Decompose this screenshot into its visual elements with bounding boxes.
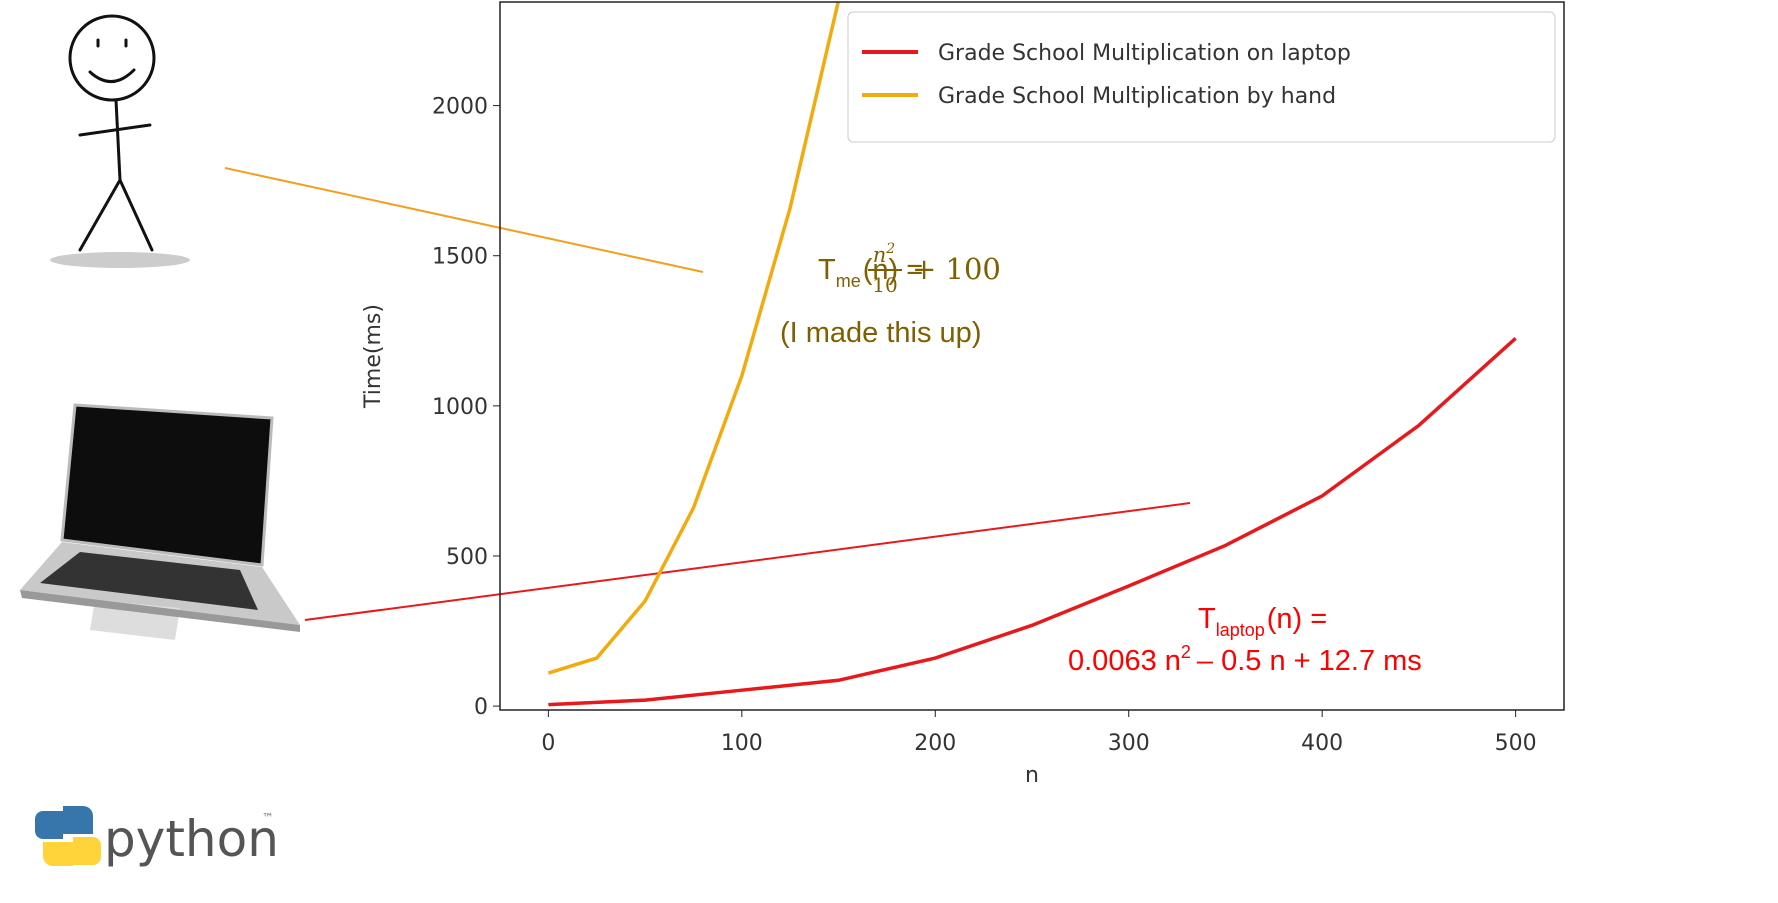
logo-text: python <box>104 810 279 868</box>
y-tick-label: 1000 <box>432 395 488 420</box>
y-axis-label: Time(ms) <box>361 304 386 409</box>
line-series <box>547 2 840 675</box>
annotation-part: (n) = <box>1267 603 1327 635</box>
annotation-laptop: Tlaptop(n) = 0.0063 n2 – 0.5 n + 12.7 ms <box>1068 603 1422 677</box>
connector-line <box>304 502 1191 621</box>
x-tick-label: 300 <box>1108 731 1150 756</box>
annotation-denominator: 10 <box>872 273 897 297</box>
annotation-text: + 100 <box>912 252 1001 286</box>
x-tick-label: 200 <box>914 731 956 756</box>
annotation-part: 0.0063 n <box>1068 645 1181 677</box>
x-tick-label: 400 <box>1301 731 1343 756</box>
x-tick-label: 0 <box>541 731 555 756</box>
annotation-part: n <box>873 243 887 267</box>
annotation-text: Tlaptop(n) = <box>1198 603 1327 640</box>
annotation-text: (I made this up) <box>780 317 981 349</box>
annotation-text: Tme(n) = <box>818 254 923 291</box>
annotation-sup: 2 <box>1181 642 1191 662</box>
annotation-me: Tme(n) = n2 10 + 100 (I made this up) <box>780 241 1001 349</box>
logo-tm: ™ <box>262 811 274 825</box>
x-axis-label: n <box>1025 763 1039 788</box>
legend-box <box>847 11 1556 143</box>
annotation-sub: laptop <box>1216 620 1265 640</box>
x-tick-label: 500 <box>1495 731 1537 756</box>
y-tick-label: 2000 <box>432 95 488 120</box>
annotation-sub: me <box>836 271 861 291</box>
annotation-part: – 0.5 n + 12.7 ms <box>1197 645 1422 677</box>
laptop-image <box>20 403 300 640</box>
y-tick-label: 0 <box>474 695 488 720</box>
stick-figure <box>50 14 190 268</box>
python-logo: python ™ <box>35 806 279 868</box>
annotation-part: T <box>1198 603 1216 635</box>
legend: Grade School Multiplication on laptop Gra… <box>847 11 1556 143</box>
annotation-numerator: n2 <box>873 241 896 267</box>
annotation-sup: 2 <box>885 241 895 257</box>
annotation-text: 0.0063 n2 – 0.5 n + 12.7 ms <box>1068 642 1422 677</box>
legend-label: Grade School Multiplication by hand <box>938 84 1336 109</box>
line-series <box>548 336 1517 707</box>
y-tick-label: 500 <box>446 545 488 570</box>
connector-line <box>224 167 704 273</box>
plot: 0 100 200 300 400 500 0 500 1000 1500 2000 <box>432 2 1537 756</box>
annotation-part: T <box>818 254 836 286</box>
legend-label: Grade School Multiplication on laptop <box>938 41 1351 66</box>
x-tick-label: 100 <box>721 731 763 756</box>
plot-frame <box>499 1 1565 711</box>
y-tick-label: 1500 <box>432 245 488 270</box>
